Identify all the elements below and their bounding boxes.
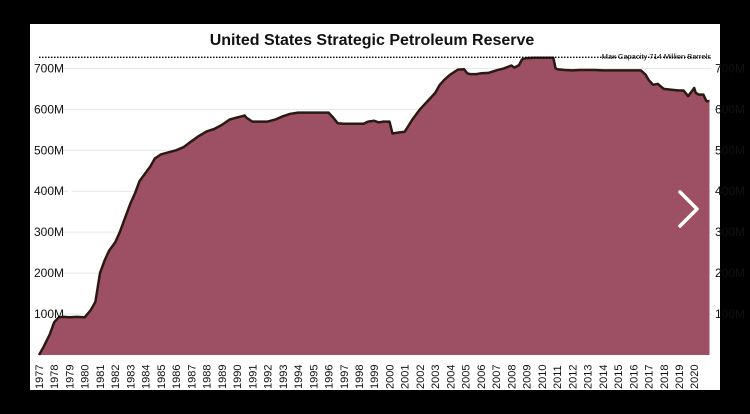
x-tick-label: 2003	[430, 365, 442, 389]
x-tick-label: 2019	[674, 365, 686, 389]
x-tick-label: 2017	[644, 365, 656, 389]
y-tick-label-right: 200M	[715, 266, 745, 280]
previous-slide-button[interactable]	[38, 185, 82, 235]
x-tick-label: 1984	[141, 365, 153, 389]
x-tick-label: 2008	[506, 365, 518, 389]
y-tick-label-right: 100M	[715, 307, 745, 321]
reserve-area-outline	[37, 56, 710, 356]
x-tick-label: 1995	[308, 365, 320, 389]
x-tick-label: 2007	[491, 365, 503, 389]
x-tick-label: 2015	[613, 365, 625, 389]
x-tick-label: 1994	[293, 365, 305, 389]
x-tick-label: 1989	[217, 365, 229, 389]
previous-slide-hit-area[interactable]	[38, 185, 82, 235]
x-tick-label: 1998	[354, 365, 366, 389]
x-tick-label: 1986	[171, 365, 183, 389]
y-tick-label-left: 300M	[34, 225, 64, 239]
x-tick-label: 2013	[583, 365, 595, 389]
x-tick-label: 2018	[659, 365, 671, 389]
x-tick-label: 1985	[156, 365, 168, 389]
y-tick-label-left: 200M	[34, 266, 64, 280]
chevron-right-icon	[678, 190, 699, 228]
y-tick-label-right: 600M	[715, 102, 745, 116]
y-tick-label-left: 500M	[34, 143, 64, 157]
next-slide-hit-area[interactable]	[668, 185, 712, 235]
x-tick-label: 2009	[522, 365, 534, 389]
x-tick-label: 2010	[537, 365, 549, 389]
x-tick-label: 1988	[202, 365, 214, 389]
x-tick-label: 1979	[64, 365, 76, 389]
x-tick-label: 2004	[445, 365, 457, 389]
y-tick-label-left: 400M	[34, 184, 64, 198]
y-tick-label-left: 100M	[34, 307, 64, 321]
x-tick-label: 1977	[34, 365, 46, 389]
x-tick-label: 2000	[384, 365, 396, 389]
x-tick-label: 1987	[186, 365, 198, 389]
x-tick-label: 1992	[263, 365, 275, 389]
x-tick-label: 2005	[461, 365, 473, 389]
chart-title: United States Strategic Petroleum Reserv…	[210, 32, 535, 49]
x-axis: 1977 1978 1979 1980 1981 1982 1983 1984 1985 1986…	[34, 365, 701, 389]
x-tick-label: 1997	[339, 365, 351, 389]
y-tick-label-left: 700M	[34, 61, 64, 75]
next-slide-button[interactable]	[668, 185, 712, 235]
x-tick-label: 1978	[49, 365, 61, 389]
x-tick-label: 2002	[415, 365, 427, 389]
x-tick-label: 1999	[369, 365, 381, 389]
x-tick-label: 1982	[110, 365, 122, 389]
y-tick-label-right: 500M	[715, 143, 745, 157]
x-tick-label: 1980	[80, 365, 92, 389]
x-tick-label: 2011	[552, 365, 564, 389]
max-capacity-label: Max Capacity 714 Million Barrels	[602, 52, 711, 61]
y-tick-label-left: 600M	[34, 102, 64, 116]
y-axis-right: 100M 200M 300M 400M 500M 600M 700M	[715, 61, 745, 321]
y-axis-left: 100M 200M 300M 400M 500M 600M 700M	[34, 61, 64, 321]
x-tick-label: 2006	[476, 365, 488, 389]
y-tick-label-right: 400M	[715, 184, 745, 198]
x-tick-label: 2014	[598, 365, 610, 389]
x-tick-label: 1991	[247, 365, 259, 389]
y-tick-label-right: 700M	[715, 61, 745, 75]
x-tick-label: 1990	[232, 365, 244, 389]
x-tick-label: 2012	[567, 365, 579, 389]
x-tick-label: 2016	[628, 365, 640, 389]
x-tick-label: 1993	[278, 365, 290, 389]
y-tick-label-right: 300M	[715, 225, 745, 239]
chevron-left-icon	[51, 190, 72, 228]
x-tick-label: 2001	[400, 365, 412, 389]
x-tick-label: 1981	[95, 365, 107, 389]
x-tick-label: 1983	[125, 365, 137, 389]
x-tick-label: 1996	[324, 365, 336, 389]
x-tick-label: 2020	[689, 365, 701, 389]
